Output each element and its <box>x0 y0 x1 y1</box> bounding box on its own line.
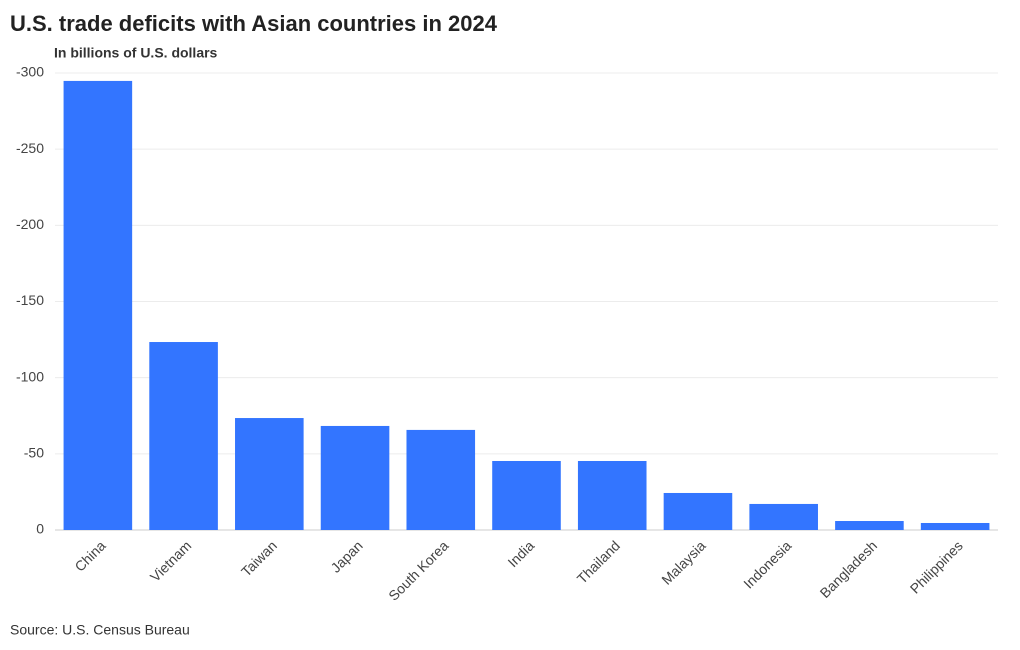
x-tick-label: Thailand <box>574 537 623 586</box>
x-tick-label: Philippines <box>907 537 966 596</box>
bar <box>235 418 304 530</box>
y-tick-label: -200 <box>16 216 44 232</box>
bar <box>492 460 561 530</box>
bar <box>835 521 904 530</box>
x-tick-label: Vietnam <box>147 537 194 584</box>
bar <box>320 425 390 530</box>
bar <box>663 492 733 530</box>
x-tick-label: Malaysia <box>658 537 709 588</box>
x-tick-label: Indonesia <box>740 537 794 591</box>
x-tick-label: China <box>71 537 108 574</box>
x-tick-label: India <box>504 537 537 570</box>
bar <box>920 522 990 530</box>
chart-subtitle: In billions of U.S. dollars <box>54 45 218 61</box>
source: Source: U.S. Census Bureau <box>10 622 190 638</box>
x-tick-label: Taiwan <box>238 537 280 579</box>
y-tick-label: -150 <box>16 292 44 308</box>
x-tick-label: Japan <box>327 537 365 575</box>
chart-title: U.S. trade deficits with Asian countries… <box>10 11 498 36</box>
y-tick-label: 0 <box>36 521 44 537</box>
y-tick-label: -50 <box>24 445 44 461</box>
bar <box>749 503 818 530</box>
y-tick-label: -250 <box>16 140 44 156</box>
x-tick-label: South Korea <box>385 537 452 604</box>
x-tick-label: Bangladesh <box>817 537 881 601</box>
bar <box>63 80 133 531</box>
y-tick-label: -100 <box>16 368 44 384</box>
bar <box>149 342 218 530</box>
bar <box>577 460 647 530</box>
bar <box>406 429 476 530</box>
y-tick-label: -300 <box>16 64 44 80</box>
